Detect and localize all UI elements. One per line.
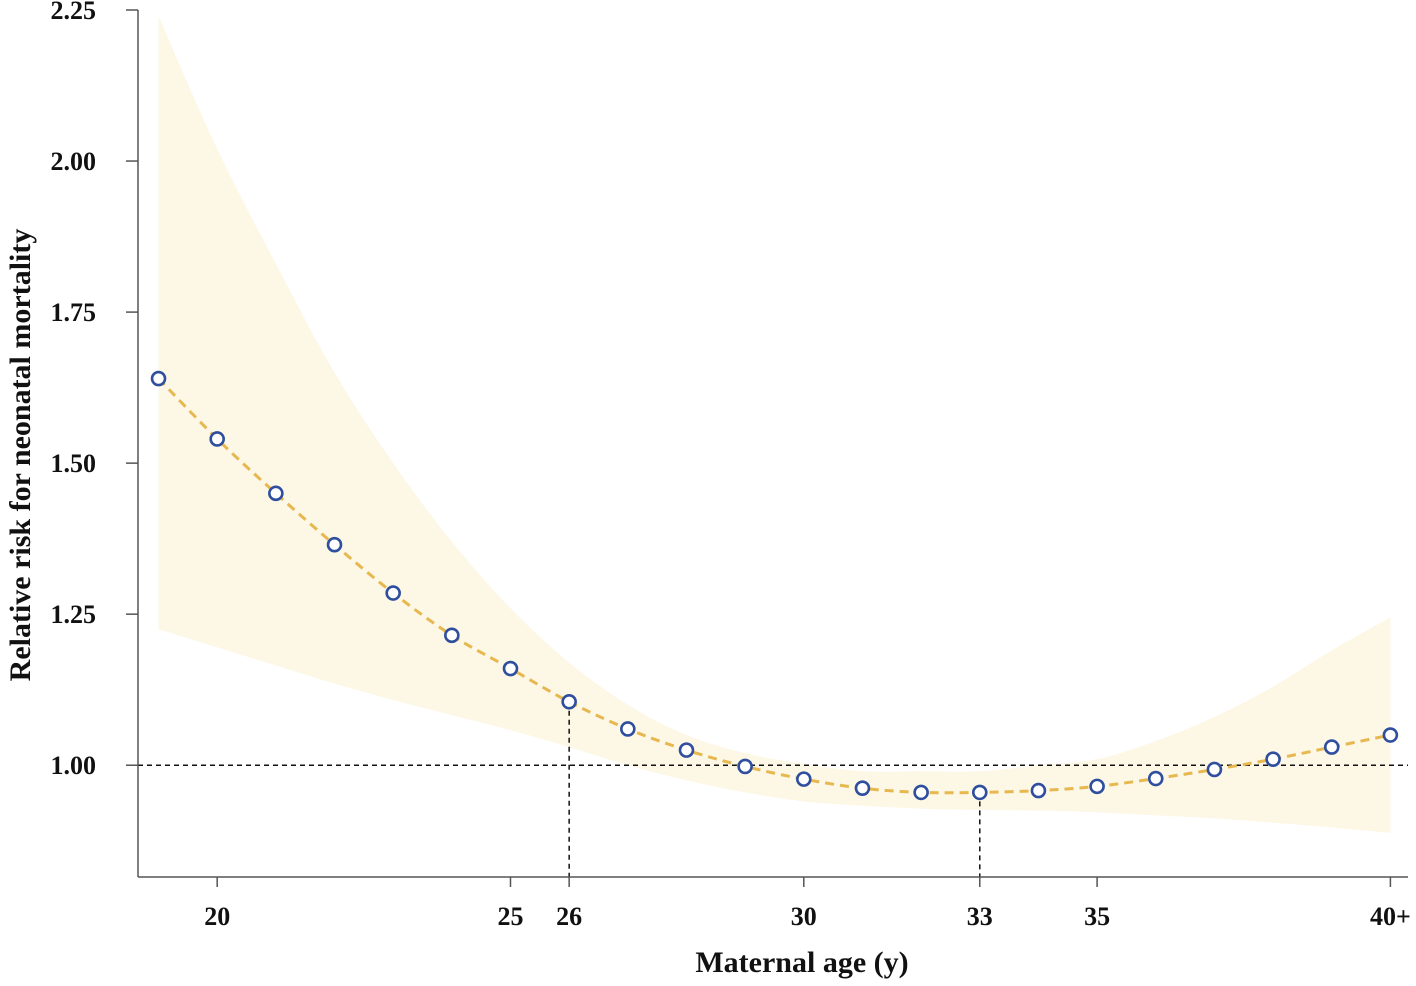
data-point bbox=[913, 784, 929, 801]
data-point bbox=[268, 485, 284, 502]
y-tick-label: 1.00 bbox=[51, 751, 97, 780]
data-point bbox=[971, 784, 988, 801]
data-point bbox=[1323, 739, 1340, 755]
data-point bbox=[1265, 751, 1281, 767]
y-tick-label: 2.25 bbox=[51, 0, 97, 25]
x-tick-label: 20 bbox=[204, 902, 230, 931]
y-tick-label: 1.50 bbox=[51, 449, 97, 478]
data-point bbox=[795, 771, 812, 787]
x-tick-label: 26 bbox=[556, 902, 582, 931]
x-tick-label: 40+ bbox=[1370, 902, 1411, 931]
data-point bbox=[326, 536, 343, 553]
data-point bbox=[620, 721, 636, 737]
y-tick-label: 1.25 bbox=[51, 600, 97, 629]
data-point bbox=[1382, 727, 1399, 743]
x-tick-label: 35 bbox=[1084, 902, 1110, 931]
data-point bbox=[561, 693, 577, 710]
x-tick-label: 30 bbox=[791, 902, 817, 931]
data-point bbox=[854, 780, 871, 796]
x-axis-title: Maternal age (y) bbox=[695, 946, 908, 979]
y-tick-label: 1.75 bbox=[51, 298, 97, 327]
data-point-layer bbox=[150, 370, 1399, 801]
data-point bbox=[1030, 782, 1047, 799]
data-point bbox=[1147, 770, 1164, 787]
data-point bbox=[150, 370, 167, 387]
axes-layer bbox=[137, 10, 1408, 878]
data-point bbox=[1089, 778, 1105, 795]
confidence-band-layer bbox=[158, 16, 1391, 833]
data-point bbox=[737, 758, 753, 775]
x-tick-label: 25 bbox=[497, 902, 523, 931]
data-point bbox=[1206, 761, 1223, 778]
data-point bbox=[678, 742, 695, 758]
tick-layer: 1.00 1.25 1.50 1.75 2.00 2.25 20 25 26 30 33 35 40+ bbox=[51, 0, 1411, 931]
data-point bbox=[209, 431, 225, 447]
confidence-band bbox=[158, 16, 1391, 833]
reference-line-layer bbox=[138, 701, 1408, 877]
data-point bbox=[385, 585, 401, 601]
data-point bbox=[444, 627, 460, 644]
y-axis-title: Relative risk for neonatal mortality bbox=[4, 229, 37, 682]
x-tick-label: 33 bbox=[967, 902, 993, 931]
y-tick-label: 2.00 bbox=[51, 147, 97, 176]
data-point bbox=[502, 660, 519, 677]
